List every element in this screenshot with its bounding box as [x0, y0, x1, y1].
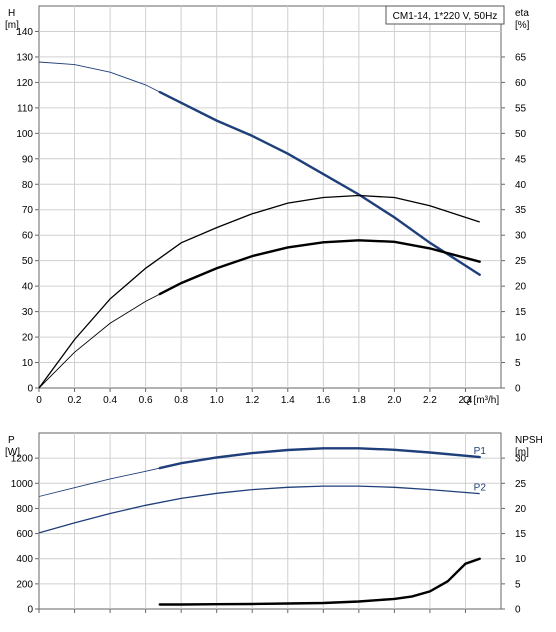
y-right-tick-label: 45	[515, 154, 527, 165]
x-tick-label: 1.4	[281, 395, 295, 406]
y-right-axis-unit: [%]	[515, 20, 530, 31]
x-tick-label: 2.4	[459, 395, 473, 406]
series-line-thick	[158, 239, 481, 296]
x-tick-label: 2.0	[387, 395, 401, 406]
y-right-tick-label: 0	[515, 605, 521, 616]
y-left-axis-unit: [W]	[5, 447, 20, 458]
x-tick-label: 2.2	[423, 395, 437, 406]
y-right-tick-label: 30	[515, 454, 527, 465]
y-right-tick-label: 10	[515, 333, 527, 344]
y-left-tick-label: 1200	[11, 454, 34, 465]
series-label: P1	[474, 446, 487, 457]
series-line	[38, 194, 480, 389]
y-left-tick-label: 30	[22, 307, 34, 318]
head-efficiency-panel: 0 10 20 30 40 50 60 70 80 90 100 110 120 130 140 0 5 10 15…	[5, 5, 530, 406]
x-tick-label: 0	[36, 395, 42, 406]
y-left-tick-label: 70	[22, 205, 34, 216]
y-left-tick-label: 120	[16, 78, 33, 89]
y-left-tick-label: 130	[16, 52, 33, 63]
y-left-axis-unit: [m]	[5, 20, 19, 31]
x-tick-label: 1.2	[245, 395, 259, 406]
y-left-tick-label: 110	[17, 103, 33, 114]
x-tick-label: 1.6	[316, 395, 330, 406]
y-right-tick-label: 60	[515, 78, 527, 89]
y-left-tick-label: 0	[27, 605, 33, 616]
chart-title: CM1-14, 1*220 V, 50Hz	[393, 11, 498, 22]
y-right-tick-label: 30	[515, 231, 527, 242]
y-right-axis-label: NPSH	[515, 435, 543, 446]
y-right-tick-label: 25	[515, 256, 527, 267]
series-line	[38, 485, 480, 534]
y-left-tick-label: 1000	[11, 479, 34, 490]
y-left-tick-label: 140	[16, 27, 33, 38]
y-right-axis-label: eta	[515, 8, 529, 19]
series-line-thick	[158, 447, 481, 470]
y-left-tick-label: 80	[22, 180, 34, 191]
y-right-tick-label: 40	[515, 180, 527, 191]
x-axis-label: Q [m³/h]	[463, 395, 499, 406]
x-tick-label: 1.8	[352, 395, 366, 406]
y-left-axis-label: H	[8, 8, 15, 19]
y-right-tick-label: 65	[515, 52, 527, 63]
y-left-tick-label: 400	[16, 554, 33, 565]
y-right-tick-label: 55	[515, 103, 527, 114]
y-right-tick-label: 5	[515, 579, 521, 590]
x-tick-label: 1.0	[210, 395, 224, 406]
chart-title-box: CM1-14, 1*220 V, 50Hz	[385, 5, 505, 25]
plot-frame	[38, 432, 502, 610]
y-left-tick-label: 0	[27, 384, 33, 395]
y-right-tick-label: 50	[515, 129, 527, 140]
y-left-tick-label: 40	[22, 282, 34, 293]
x-tick-label: 0.4	[103, 395, 117, 406]
y-right-tick-label: 20	[515, 504, 527, 515]
x-tick-label: 0.6	[139, 395, 153, 406]
series-line-thick	[158, 557, 481, 606]
y-left-tick-label: 90	[22, 154, 34, 165]
y-right-tick-label: 0	[515, 384, 521, 395]
y-right-tick-label: 10	[515, 554, 527, 565]
y-right-tick-label: 15	[515, 307, 527, 318]
y-right-tick-label: 25	[515, 479, 527, 490]
y-left-tick-label: 50	[22, 256, 34, 267]
y-left-tick-label: 100	[16, 129, 33, 140]
x-tick-label: 0.8	[174, 395, 188, 406]
x-tick-label: 0.2	[68, 395, 82, 406]
y-right-tick-label: 15	[515, 529, 527, 540]
y-left-tick-label: 800	[16, 504, 33, 515]
y-left-axis-label: P	[8, 435, 15, 446]
y-right-axis-unit: [m]	[515, 447, 529, 458]
series-line-thick	[158, 90, 481, 276]
series-label: P2	[474, 483, 487, 494]
y-left-tick-label: 200	[16, 579, 33, 590]
y-right-tick-label: 5	[515, 358, 521, 369]
y-right-tick-label: 35	[515, 205, 527, 216]
power-npsh-panel: 0 200 400 600 800 1000 1200 0 5 10 15 20 25 30 P[W] NPS…	[5, 432, 543, 616]
y-right-tick-label: 20	[515, 282, 527, 293]
y-left-tick-label: 60	[22, 231, 34, 242]
plot-frame	[38, 5, 502, 389]
y-left-tick-label: 20	[22, 333, 34, 344]
y-left-tick-label: 10	[22, 358, 34, 369]
y-left-tick-label: 600	[16, 529, 33, 540]
